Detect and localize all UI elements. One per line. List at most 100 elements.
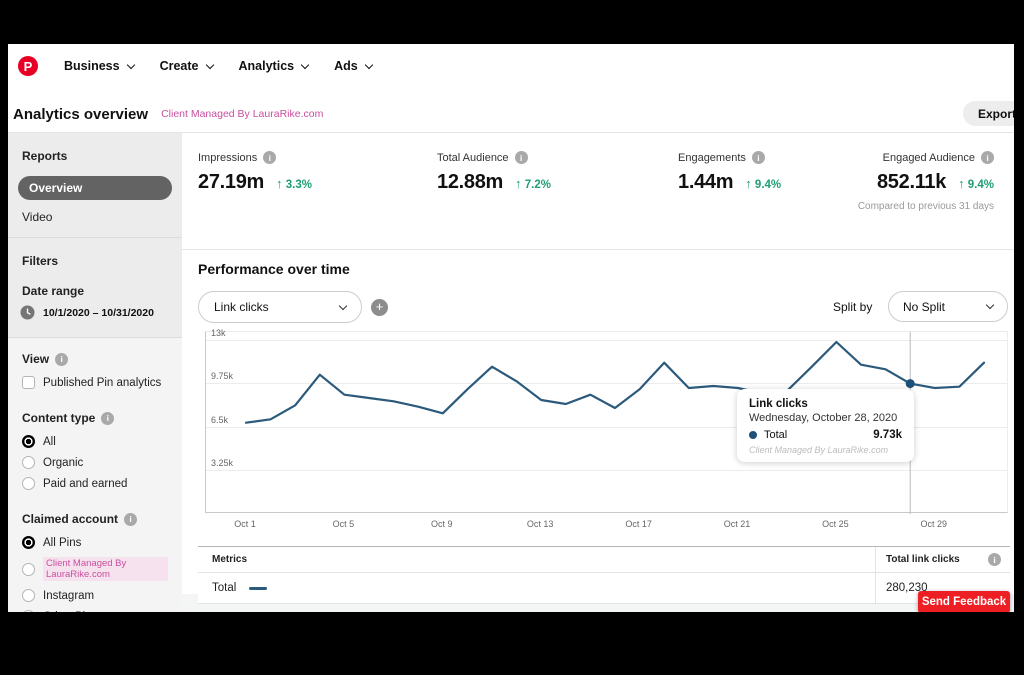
chart-x-axis: Oct 1 Oct 5 Oct 9 Oct 13 Oct 17 Oct 21 Oct 25 O… bbox=[205, 519, 1008, 533]
option-label: Published Pin analytics bbox=[43, 376, 162, 389]
option-label: All Pins bbox=[43, 536, 82, 549]
radio-icon bbox=[22, 610, 35, 612]
info-icon[interactable]: i bbox=[101, 411, 115, 425]
main-content: Impressions i 27.19m ↑ 3.3% Total Audience… bbox=[182, 133, 1014, 612]
option-label: Instagram bbox=[43, 589, 95, 602]
radio-icon bbox=[22, 477, 35, 490]
row-value-cell: 280,230 bbox=[875, 573, 1010, 603]
option-label: Paid and earned bbox=[43, 477, 128, 490]
sidebar-item-video[interactable]: Video bbox=[22, 210, 53, 224]
up-arrow-icon: ↑ bbox=[745, 176, 752, 191]
split-select-value: No Split bbox=[903, 299, 946, 314]
radio-content-organic[interactable]: Organic bbox=[8, 452, 182, 473]
radio-claimed-all-pins[interactable]: All Pins bbox=[8, 532, 182, 553]
sidebar-filters-section: View i Published Pin analytics Content t… bbox=[8, 337, 182, 612]
up-arrow-icon: ↑ bbox=[276, 176, 283, 191]
export-button[interactable]: Export bbox=[963, 101, 1014, 126]
option-label: Client Managed By LauraRike.com bbox=[43, 557, 168, 581]
send-feedback-button[interactable]: Send Feedback bbox=[918, 591, 1010, 612]
app-window: P Business Create Analytics Ads Analytic… bbox=[8, 44, 1014, 612]
nav-item-label: Business bbox=[64, 59, 120, 73]
x-tick-label: Oct 29 bbox=[920, 519, 948, 529]
metric-select-value: Link clicks bbox=[214, 300, 269, 314]
metric-value: 12.88m bbox=[437, 171, 504, 193]
radio-content-all[interactable]: All bbox=[8, 431, 182, 452]
table-header-row: Metrics Total link clicks i bbox=[198, 547, 1010, 573]
metric-impressions: Impressions i 27.19m ↑ 3.3% bbox=[198, 151, 312, 194]
info-icon[interactable]: i bbox=[514, 151, 528, 164]
sidebar-item-overview[interactable]: Overview bbox=[18, 176, 172, 200]
info-icon[interactable]: i bbox=[263, 151, 277, 164]
radio-content-paid-earned[interactable]: Paid and earned bbox=[8, 473, 182, 494]
nav-item-business[interactable]: Business bbox=[64, 59, 135, 73]
metric-select-dropdown[interactable]: Link clicks bbox=[198, 291, 362, 323]
radio-icon bbox=[22, 589, 35, 602]
sidebar: Reports Overview Video Filters Date rang… bbox=[8, 133, 182, 612]
gridline: 3.25k bbox=[206, 458, 1007, 471]
page-header: Analytics overview Client Managed By Lau… bbox=[8, 88, 1014, 132]
info-icon[interactable]: i bbox=[988, 553, 1001, 566]
gridline: 6.5k bbox=[206, 415, 1007, 428]
radio-selected-icon bbox=[22, 435, 35, 448]
y-tick-label: 13k bbox=[211, 328, 226, 338]
radio-claimed-instagram[interactable]: Instagram bbox=[8, 585, 182, 606]
radio-claimed-client-managed[interactable]: Client Managed By LauraRike.com bbox=[8, 553, 182, 585]
row-metric-label: Total bbox=[212, 582, 237, 594]
metrics-table: Metrics Total link clicks i Total 280,23… bbox=[198, 546, 1010, 604]
metric-value: 1.44m bbox=[678, 171, 734, 193]
filters-heading: Filters bbox=[22, 254, 59, 268]
chart-tooltip: Link clicks Wednesday, October 28, 2020 … bbox=[737, 389, 914, 462]
highlighted-data-point bbox=[905, 379, 915, 389]
chevron-down-icon bbox=[300, 60, 310, 69]
reports-heading: Reports bbox=[22, 149, 68, 163]
gridline: 9.75k bbox=[206, 371, 1007, 385]
x-tick-label: Oct 17 bbox=[625, 519, 652, 529]
row-metric-cell: Total bbox=[198, 573, 875, 603]
nav-item-ads[interactable]: Ads bbox=[334, 59, 373, 73]
date-range-value: 10/1/2020 – 10/31/2020 bbox=[43, 306, 154, 319]
radio-claimed-other-pins[interactable]: Other Pins bbox=[8, 606, 182, 612]
nav-item-label: Ads bbox=[334, 59, 358, 73]
info-icon[interactable]: i bbox=[55, 352, 69, 366]
nav-item-analytics[interactable]: Analytics bbox=[239, 59, 310, 73]
metric-value: 852.11k bbox=[876, 171, 947, 193]
view-heading: View i bbox=[8, 338, 182, 372]
gridline: 13k bbox=[206, 328, 1007, 341]
x-tick-label: Oct 21 bbox=[723, 519, 751, 529]
metric-change: 7.2% bbox=[524, 179, 551, 191]
column-header-label: Total link clicks bbox=[886, 554, 960, 565]
add-metric-button[interactable]: + bbox=[371, 299, 388, 316]
chevron-down-icon bbox=[126, 60, 135, 69]
y-tick-label: 3.25k bbox=[211, 458, 234, 468]
date-range-control[interactable]: 10/1/2020 – 10/31/2020 bbox=[8, 302, 182, 337]
up-arrow-icon: ↑ bbox=[958, 176, 965, 191]
series-line-total bbox=[244, 340, 986, 424]
view-label: View bbox=[22, 352, 50, 366]
x-tick-label: Oct 13 bbox=[526, 519, 554, 529]
tooltip-footnote: Client Managed By LauraRike.com bbox=[749, 445, 889, 455]
split-select-dropdown[interactable]: No Split bbox=[888, 291, 1008, 322]
page-title: Analytics overview bbox=[13, 105, 149, 123]
info-icon[interactable]: i bbox=[981, 151, 994, 164]
chevron-down-icon bbox=[985, 300, 995, 310]
checkbox-published-pin-analytics[interactable]: Published Pin analytics bbox=[8, 372, 182, 393]
pinterest-logo-icon[interactable]: P bbox=[18, 56, 38, 76]
split-by-label: Split by bbox=[833, 300, 873, 314]
tooltip-date: Wednesday, October 28, 2020 bbox=[749, 412, 898, 424]
radio-selected-icon bbox=[22, 536, 35, 549]
chevron-down-icon bbox=[205, 60, 214, 69]
series-swatch-icon bbox=[249, 586, 268, 590]
option-label: All bbox=[43, 435, 56, 448]
info-icon[interactable]: i bbox=[124, 512, 138, 526]
info-icon[interactable]: i bbox=[751, 151, 765, 164]
chevron-down-icon bbox=[364, 60, 373, 69]
claimed-account-label: Claimed account bbox=[22, 512, 119, 526]
line-chart-plot-area[interactable]: 3.25k 6.5k 9.75k 13k Link clicks Wednesday,… bbox=[205, 328, 1008, 514]
chevron-down-icon bbox=[338, 301, 348, 310]
nav-item-create[interactable]: Create bbox=[160, 59, 214, 73]
managed-by-note: Client Managed By LauraRike.com bbox=[161, 108, 324, 120]
x-tick-label: Oct 1 bbox=[234, 519, 256, 529]
metric-label: Engagements bbox=[678, 151, 746, 164]
total-link-clicks-header: Total link clicks i bbox=[875, 547, 1010, 572]
table-row[interactable]: Total 280,230 bbox=[198, 573, 1010, 603]
